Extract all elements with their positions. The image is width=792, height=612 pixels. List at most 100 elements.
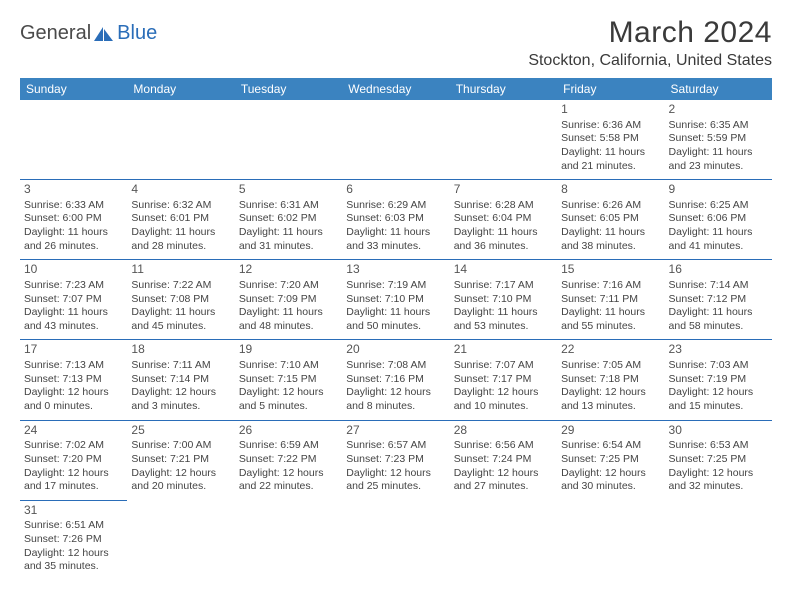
sunset-text: Sunset: 6:01 PM [131, 212, 230, 226]
calendar-day-cell: 18Sunrise: 7:11 AMSunset: 7:14 PMDayligh… [127, 340, 234, 420]
daylight-text: and 5 minutes. [239, 400, 338, 414]
sunset-text: Sunset: 7:14 PM [131, 373, 230, 387]
day-number: 19 [239, 342, 338, 358]
daylight-text: and 35 minutes. [24, 560, 123, 574]
daylight-text: Daylight: 11 hours [239, 226, 338, 240]
sunrise-text: Sunrise: 7:07 AM [454, 359, 553, 373]
sunrise-text: Sunrise: 7:00 AM [131, 439, 230, 453]
calendar-day-cell: 29Sunrise: 6:54 AMSunset: 7:25 PMDayligh… [557, 420, 664, 500]
month-title: March 2024 [528, 16, 772, 50]
calendar-day-cell: 11Sunrise: 7:22 AMSunset: 7:08 PMDayligh… [127, 260, 234, 340]
daylight-text: Daylight: 12 hours [669, 386, 768, 400]
day-header-row: Sunday Monday Tuesday Wednesday Thursday… [20, 78, 772, 100]
daylight-text: Daylight: 11 hours [669, 306, 768, 320]
sunrise-text: Sunrise: 7:19 AM [346, 279, 445, 293]
daylight-text: and 48 minutes. [239, 320, 338, 334]
calendar-day-cell: 25Sunrise: 7:00 AMSunset: 7:21 PMDayligh… [127, 420, 234, 500]
sunrise-text: Sunrise: 7:20 AM [239, 279, 338, 293]
sunset-text: Sunset: 6:02 PM [239, 212, 338, 226]
daylight-text: Daylight: 12 hours [239, 467, 338, 481]
sunset-text: Sunset: 7:15 PM [239, 373, 338, 387]
sunrise-text: Sunrise: 7:17 AM [454, 279, 553, 293]
sunrise-text: Sunrise: 7:05 AM [561, 359, 660, 373]
sunrise-text: Sunrise: 6:32 AM [131, 199, 230, 213]
sunset-text: Sunset: 7:24 PM [454, 453, 553, 467]
day-number: 10 [24, 262, 123, 278]
sunrise-text: Sunrise: 7:10 AM [239, 359, 338, 373]
daylight-text: Daylight: 11 hours [454, 306, 553, 320]
sunrise-text: Sunrise: 7:11 AM [131, 359, 230, 373]
daylight-text: Daylight: 12 hours [561, 386, 660, 400]
daylight-text: Daylight: 12 hours [239, 386, 338, 400]
calendar-day-cell: 9Sunrise: 6:25 AMSunset: 6:06 PMDaylight… [665, 180, 772, 260]
calendar-day-cell: 26Sunrise: 6:59 AMSunset: 7:22 PMDayligh… [235, 420, 342, 500]
daylight-text: and 8 minutes. [346, 400, 445, 414]
daylight-text: and 45 minutes. [131, 320, 230, 334]
sunrise-text: Sunrise: 7:02 AM [24, 439, 123, 453]
day-number: 9 [669, 182, 768, 198]
logo-text-blue: Blue [117, 22, 157, 45]
sunrise-text: Sunrise: 6:54 AM [561, 439, 660, 453]
daylight-text: Daylight: 12 hours [131, 386, 230, 400]
day-header: Friday [557, 78, 664, 100]
sunrise-text: Sunrise: 6:33 AM [24, 199, 123, 213]
sunset-text: Sunset: 6:05 PM [561, 212, 660, 226]
day-number: 23 [669, 342, 768, 358]
calendar-day-cell: 20Sunrise: 7:08 AMSunset: 7:16 PMDayligh… [342, 340, 449, 420]
sunset-text: Sunset: 7:25 PM [669, 453, 768, 467]
calendar-week-row: 3Sunrise: 6:33 AMSunset: 6:00 PMDaylight… [20, 180, 772, 260]
daylight-text: Daylight: 11 hours [239, 306, 338, 320]
day-number: 20 [346, 342, 445, 358]
sunrise-text: Sunrise: 7:14 AM [669, 279, 768, 293]
daylight-text: and 50 minutes. [346, 320, 445, 334]
calendar-day-cell [342, 500, 449, 580]
day-number: 4 [131, 182, 230, 198]
calendar-day-cell: 24Sunrise: 7:02 AMSunset: 7:20 PMDayligh… [20, 420, 127, 500]
daylight-text: Daylight: 11 hours [131, 306, 230, 320]
sunrise-text: Sunrise: 7:23 AM [24, 279, 123, 293]
daylight-text: Daylight: 11 hours [561, 226, 660, 240]
daylight-text: Daylight: 12 hours [346, 467, 445, 481]
day-header: Saturday [665, 78, 772, 100]
daylight-text: Daylight: 11 hours [669, 226, 768, 240]
calendar-day-cell [235, 500, 342, 580]
sunrise-text: Sunrise: 6:51 AM [24, 519, 123, 533]
calendar-table: Sunday Monday Tuesday Wednesday Thursday… [20, 78, 772, 580]
calendar-day-cell: 13Sunrise: 7:19 AMSunset: 7:10 PMDayligh… [342, 260, 449, 340]
sunset-text: Sunset: 6:04 PM [454, 212, 553, 226]
calendar-day-cell [665, 500, 772, 580]
sunset-text: Sunset: 7:13 PM [24, 373, 123, 387]
day-number: 11 [131, 262, 230, 278]
daylight-text: and 33 minutes. [346, 240, 445, 254]
day-number: 30 [669, 423, 768, 439]
daylight-text: and 28 minutes. [131, 240, 230, 254]
daylight-text: and 25 minutes. [346, 480, 445, 494]
sunset-text: Sunset: 5:59 PM [669, 132, 768, 146]
daylight-text: and 21 minutes. [561, 160, 660, 174]
daylight-text: Daylight: 12 hours [24, 386, 123, 400]
sunrise-text: Sunrise: 6:29 AM [346, 199, 445, 213]
day-number: 14 [454, 262, 553, 278]
daylight-text: Daylight: 12 hours [131, 467, 230, 481]
sunset-text: Sunset: 6:00 PM [24, 212, 123, 226]
day-number: 26 [239, 423, 338, 439]
sunrise-text: Sunrise: 7:22 AM [131, 279, 230, 293]
day-number: 24 [24, 423, 123, 439]
daylight-text: and 38 minutes. [561, 240, 660, 254]
sunrise-text: Sunrise: 6:36 AM [561, 119, 660, 133]
daylight-text: Daylight: 12 hours [454, 467, 553, 481]
sunrise-text: Sunrise: 6:35 AM [669, 119, 768, 133]
day-number: 7 [454, 182, 553, 198]
calendar-day-cell [20, 100, 127, 180]
title-block: March 2024 Stockton, California, United … [528, 16, 772, 70]
day-number: 27 [346, 423, 445, 439]
day-number: 28 [454, 423, 553, 439]
day-number: 18 [131, 342, 230, 358]
daylight-text: and 3 minutes. [131, 400, 230, 414]
daylight-text: and 17 minutes. [24, 480, 123, 494]
day-number: 25 [131, 423, 230, 439]
sunset-text: Sunset: 7:09 PM [239, 293, 338, 307]
daylight-text: Daylight: 11 hours [669, 146, 768, 160]
sunset-text: Sunset: 6:06 PM [669, 212, 768, 226]
sunset-text: Sunset: 7:18 PM [561, 373, 660, 387]
